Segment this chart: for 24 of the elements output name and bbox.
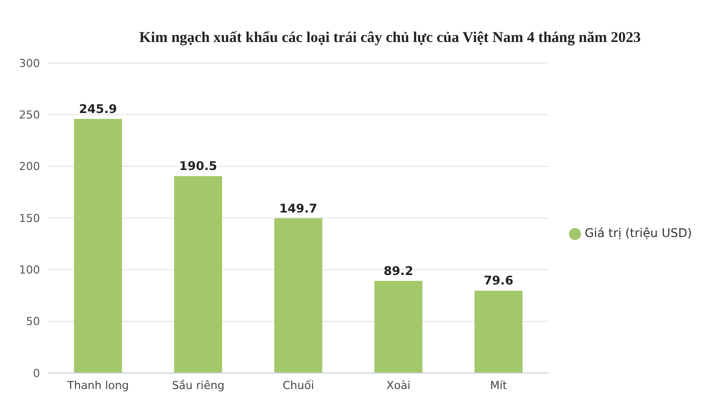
bar (374, 280, 422, 373)
x-tick-label: Thanh long (66, 378, 129, 392)
x-tick-label: Sầu riêng (172, 378, 224, 392)
y-tick-label: 250 (19, 108, 40, 122)
y-tick-label: 50 (26, 315, 40, 328)
y-tick-label: 300 (19, 56, 40, 70)
bar (474, 290, 522, 373)
x-tick-label: Mít (490, 378, 508, 392)
legend-label: Giá trị (triệu USD) (584, 226, 692, 240)
data-label: 79.6 (484, 274, 514, 288)
data-label: 149.7 (279, 201, 318, 216)
y-tick-label: 150 (19, 212, 40, 225)
y-tick-label: 200 (19, 160, 40, 174)
x-tick-label: Chuối (282, 378, 314, 392)
y-tick-label: 100 (19, 264, 40, 277)
data-label: 245.9 (79, 102, 117, 116)
bar (74, 118, 122, 373)
x-tick-label: Xoài (386, 378, 410, 392)
data-label: 190.5 (179, 159, 218, 174)
bar (174, 176, 222, 373)
y-tick-label: 0 (33, 366, 40, 380)
chart-title: Kim ngạch xuất khẩu các loại trái cây chủ lực của Việt Nam 4 tháng năm 2023 (138, 29, 642, 48)
data-label: 89.2 (384, 264, 414, 278)
bar (274, 218, 322, 373)
